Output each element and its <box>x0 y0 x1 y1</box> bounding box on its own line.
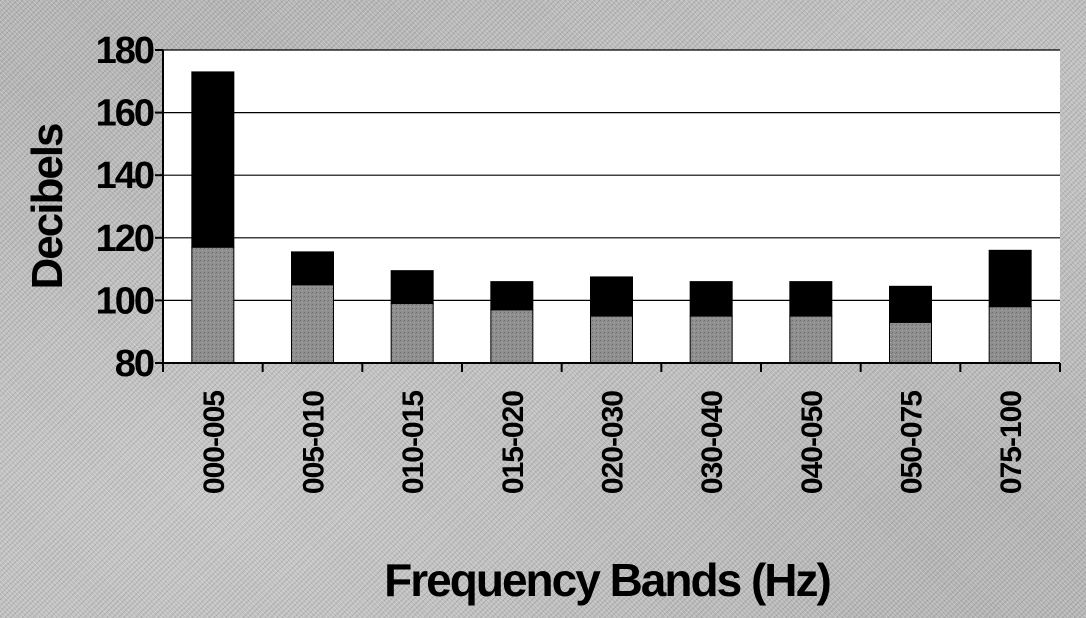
bar-075-100-series-2 <box>988 249 1032 308</box>
bar-010-015-series-1 <box>390 303 434 364</box>
y-tick-label: 120 <box>96 218 154 260</box>
bar-005-010-series-1 <box>291 284 334 364</box>
bar-000-005-series-1 <box>191 246 235 364</box>
x-tick-label: 075-100 <box>995 391 1028 494</box>
bar-050-075-series-1 <box>889 321 932 364</box>
x-tick-label: 050-075 <box>896 391 929 494</box>
bar-050-075-series-2 <box>889 285 932 323</box>
y-tick-label: 180 <box>96 30 154 72</box>
bar-075-100-series-1 <box>988 306 1032 364</box>
x-tick-label: 005-010 <box>298 391 331 494</box>
x-tick-label: 010-015 <box>397 391 430 494</box>
bar-010-015-series-2 <box>390 270 434 305</box>
y-tick-label: 140 <box>96 155 154 197</box>
bar-015-020-series-1 <box>490 309 534 364</box>
x-tick-label: 040-050 <box>796 391 829 494</box>
bar-040-050-series-1 <box>789 315 833 364</box>
x-tick-label: 030-040 <box>696 391 729 494</box>
x-axis-title: Frequency Bands (Hz) <box>384 554 830 606</box>
x-tick-labels: 000-005 005-010 010-015 015-020 020-030 030-0… <box>198 391 1028 494</box>
bar-020-030-series-2 <box>590 276 633 317</box>
bar-030-040-series-1 <box>689 315 733 364</box>
bar-005-010-series-2 <box>291 251 334 286</box>
bar-015-020-series-2 <box>490 281 534 311</box>
axes <box>155 49 1061 372</box>
y-tick-label: 80 <box>115 343 154 385</box>
y-tick-labels: 80 100 120 140 160 180 <box>96 30 156 385</box>
bars <box>191 71 1032 364</box>
bar-000-005-series-2 <box>191 71 235 248</box>
x-tick-label: 000-005 <box>198 391 231 494</box>
bar-030-040-series-2 <box>689 281 733 317</box>
y-tick-label: 160 <box>96 93 154 135</box>
x-tick-label: 015-020 <box>497 391 530 494</box>
y-axis-title: Decibels <box>23 124 72 290</box>
x-tick-label: 020-030 <box>597 391 630 494</box>
bar-020-030-series-1 <box>590 315 633 364</box>
y-tick-label: 100 <box>96 280 154 322</box>
bar-040-050-series-2 <box>789 281 833 317</box>
